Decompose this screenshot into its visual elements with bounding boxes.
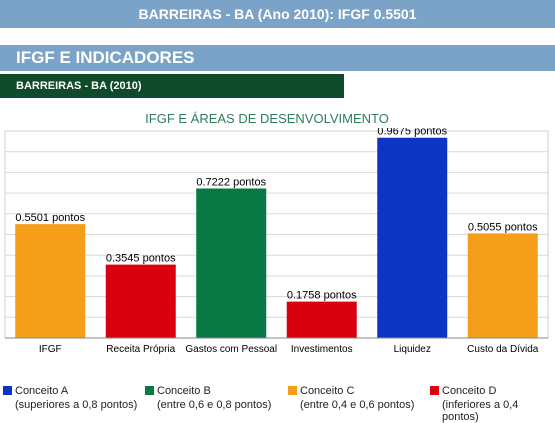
bar xyxy=(286,301,357,338)
legend-label-d: Conceito D xyxy=(442,385,497,397)
legend-item-a: Conceito A (superiores a 0,8 pontos) xyxy=(3,385,137,411)
legend-desc-c: (entre 0,4 e 0,6 pontos) xyxy=(300,399,415,411)
x-tick-label: Investimentos xyxy=(291,344,353,355)
legend-desc-b: (entre 0,6 e 0,8 pontos) xyxy=(157,399,272,411)
section-title: IFGF E INDICADORES xyxy=(0,45,555,71)
legend-desc-d: (inferiores a 0,4 pontos) xyxy=(442,399,519,423)
bar xyxy=(467,233,538,338)
legend-label-a: Conceito A xyxy=(15,385,69,397)
legend-label-b: Conceito B xyxy=(157,385,211,397)
legend-item-d: Conceito D (inferiores a 0,4 pontos) xyxy=(430,385,555,423)
legend-swatch-b xyxy=(145,386,154,395)
legend-label-c: Conceito C xyxy=(300,385,355,397)
bar xyxy=(105,264,176,338)
legend-swatch-d xyxy=(430,386,439,395)
legend-item-b: Conceito B (entre 0,6 e 0,8 pontos) xyxy=(145,385,271,411)
x-tick-label: Custo da Dívida xyxy=(467,344,539,355)
x-tick-label: IFGF xyxy=(39,344,62,355)
bar xyxy=(15,224,86,338)
x-tick-label: Receita Própria xyxy=(106,344,175,355)
bar-value-label: 0.9675 pontos xyxy=(377,128,447,138)
page-header-banner: BARREIRAS - BA (Ano 2010): IFGF 0.5501 xyxy=(0,0,555,28)
legend-item-c: Conceito C (entre 0,4 e 0,6 pontos) xyxy=(288,385,414,411)
x-tick-label: Gastos com Pessoal xyxy=(185,344,277,355)
legend-swatch-c xyxy=(288,386,297,395)
legend-desc-a: (superiores a 0,8 pontos) xyxy=(15,399,138,411)
bar-chart: 0.5501 pontos IFGF 0.3545 pontos Receita Pr… xyxy=(4,128,549,355)
bar-value-label: 0.3545 pontos xyxy=(106,253,176,265)
bar-value-label: 0.7222 pontos xyxy=(196,177,266,189)
bar-value-label: 0.5055 pontos xyxy=(468,221,538,233)
bar-value-label: 0.5501 pontos xyxy=(15,212,85,224)
x-tick-label: Liquidez xyxy=(394,344,431,355)
bar xyxy=(196,188,267,338)
section-subtitle: BARREIRAS - BA (2010) xyxy=(0,74,344,98)
bar xyxy=(377,137,448,338)
legend-swatch-a xyxy=(3,386,12,395)
chart-title: IFGF E ÁREAS DE DESENVOLVIMENTO xyxy=(145,111,389,126)
bar-value-label: 0.1758 pontos xyxy=(287,290,357,302)
